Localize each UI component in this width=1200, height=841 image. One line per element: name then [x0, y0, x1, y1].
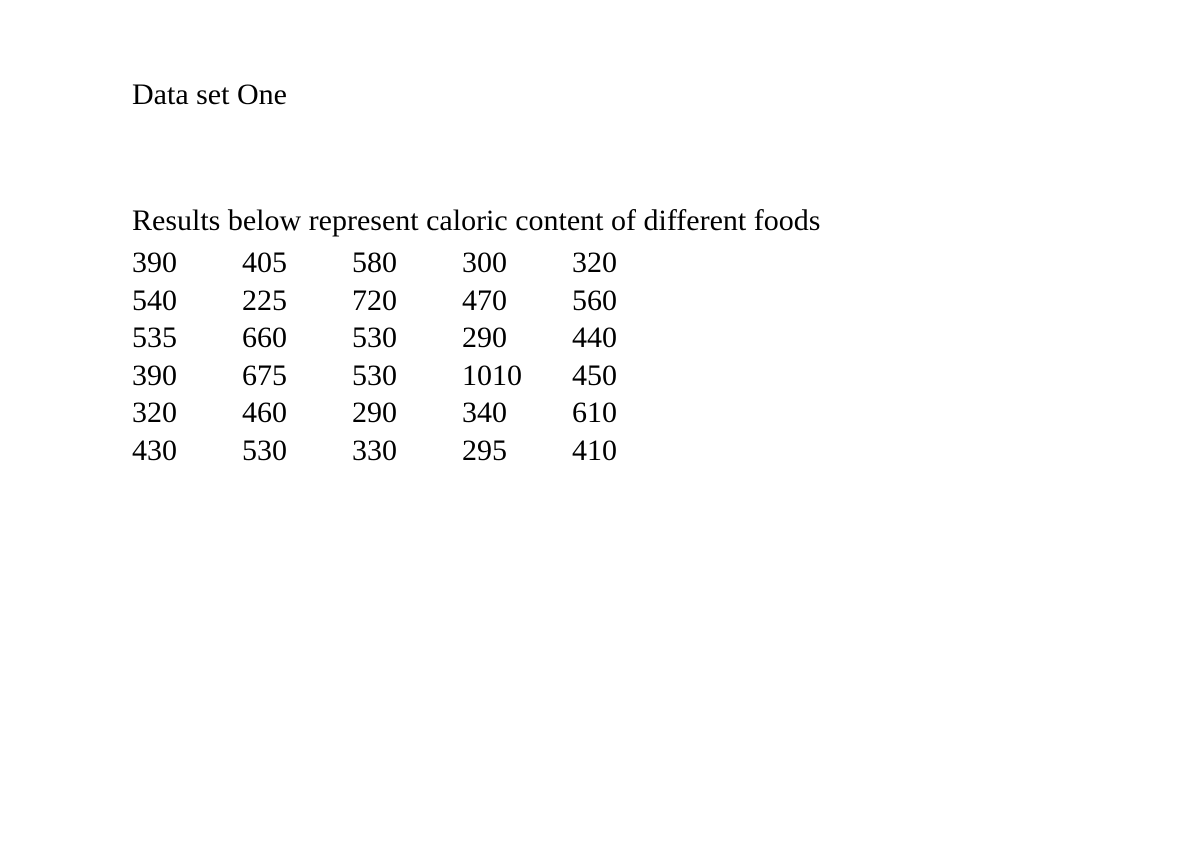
table-row: 320 460 290 340 610: [132, 394, 682, 432]
table-cell: 290: [462, 319, 572, 357]
table-cell: 530: [352, 319, 462, 357]
table-cell: 440: [572, 319, 682, 357]
table-cell: 390: [132, 244, 242, 282]
table-cell: 675: [242, 357, 352, 395]
table-cell: 295: [462, 432, 572, 470]
table-cell: 290: [352, 394, 462, 432]
table-description: Results below represent caloric content …: [132, 204, 1200, 238]
table-cell: 340: [462, 394, 572, 432]
table-cell: 225: [242, 282, 352, 320]
table-row: 390 675 530 1010 450: [132, 357, 682, 395]
table-cell: 410: [572, 432, 682, 470]
table-cell: 320: [132, 394, 242, 432]
table-row: 430 530 330 295 410: [132, 432, 682, 470]
table-cell: 390: [132, 357, 242, 395]
table-cell: 430: [132, 432, 242, 470]
table-cell: 300: [462, 244, 572, 282]
table-cell: 580: [352, 244, 462, 282]
table-cell: 660: [242, 319, 352, 357]
table-row: 540 225 720 470 560: [132, 282, 682, 320]
table-cell: 560: [572, 282, 682, 320]
table-cell: 610: [572, 394, 682, 432]
table-cell: 460: [242, 394, 352, 432]
table-cell: 720: [352, 282, 462, 320]
page-title: Data set One: [132, 78, 1200, 112]
table-cell: 530: [352, 357, 462, 395]
table-cell: 450: [572, 357, 682, 395]
table-row: 535 660 530 290 440: [132, 319, 682, 357]
table-cell: 470: [462, 282, 572, 320]
table-cell: 535: [132, 319, 242, 357]
table-cell: 320: [572, 244, 682, 282]
table-cell: 1010: [462, 357, 572, 395]
table-cell: 530: [242, 432, 352, 470]
table-cell: 405: [242, 244, 352, 282]
table-cell: 330: [352, 432, 462, 470]
table-row: 390 405 580 300 320: [132, 244, 682, 282]
data-table: 390 405 580 300 320 540 225 720 470 560 …: [132, 244, 682, 469]
table-cell: 540: [132, 282, 242, 320]
